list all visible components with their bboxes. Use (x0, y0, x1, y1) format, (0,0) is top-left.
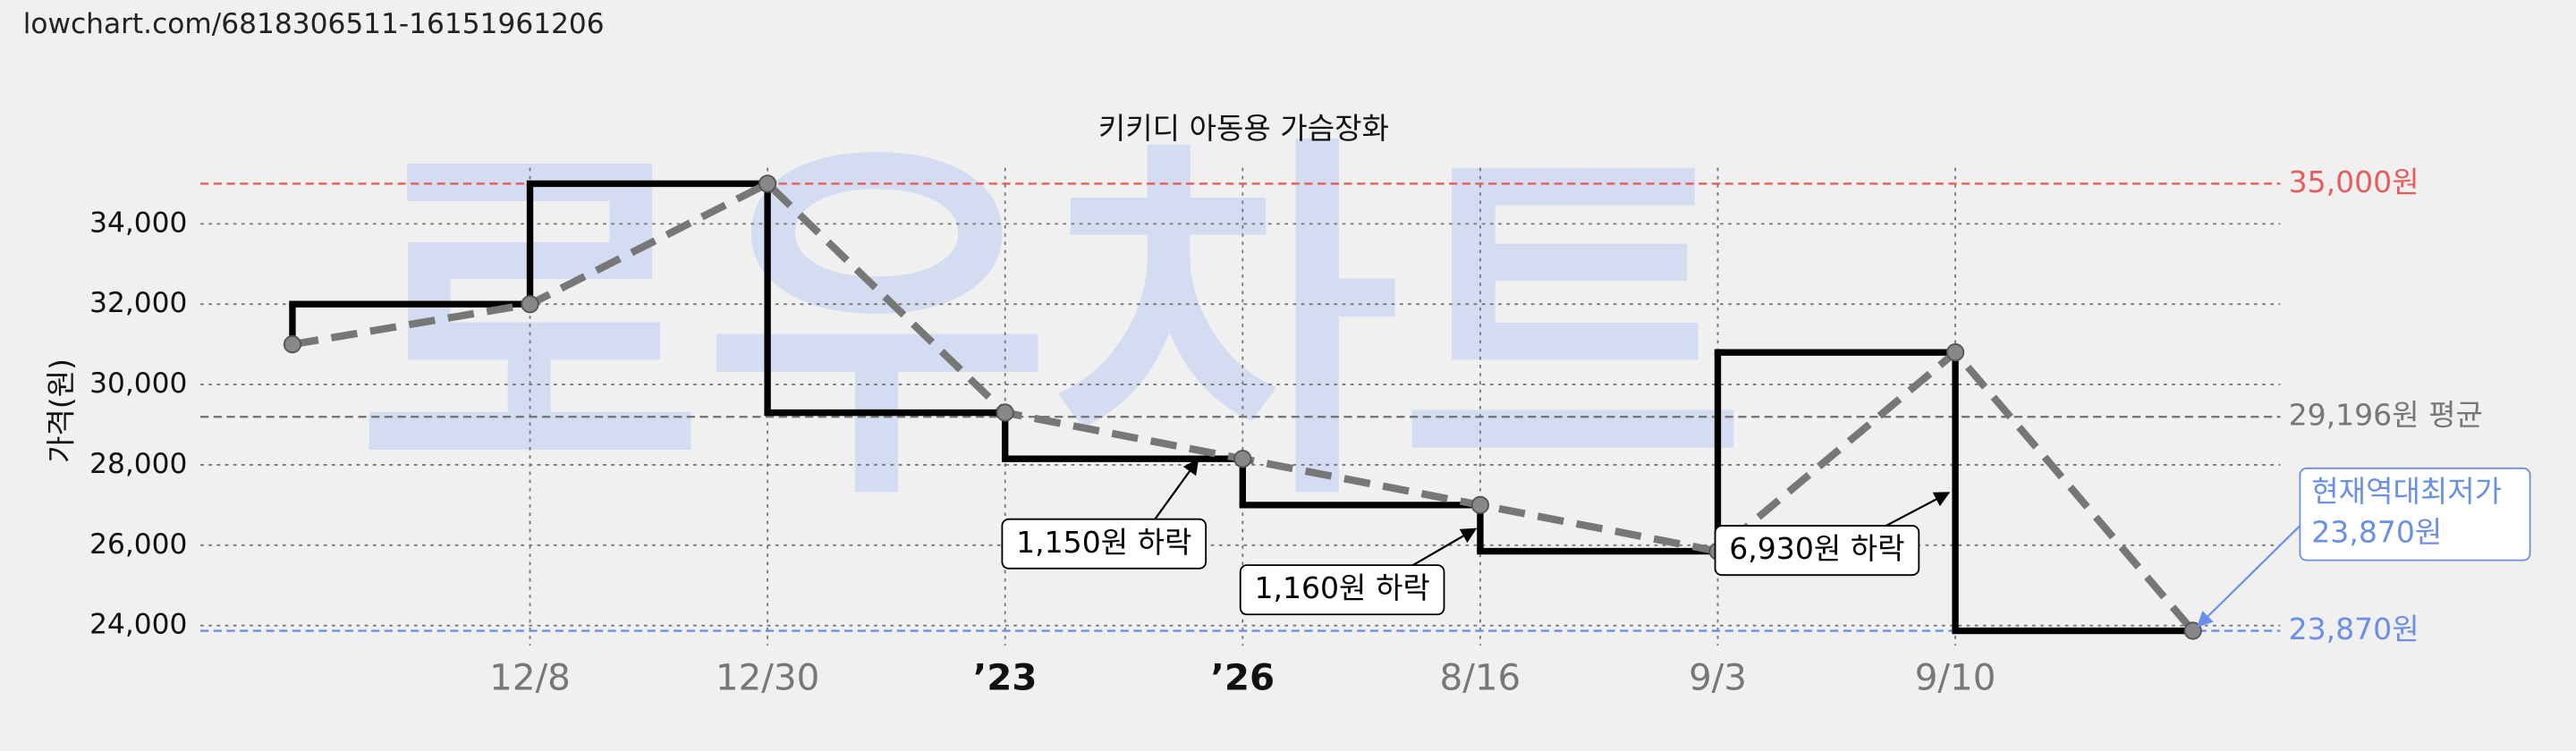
y-axis-label: 가격(원) (43, 359, 78, 463)
x-tick-label: ’26 (1211, 656, 1275, 699)
watermark: 로우차트 (356, 106, 1747, 546)
point (521, 295, 539, 314)
y-tick-label: 32,000 (89, 287, 187, 319)
annotation-box (2299, 467, 2531, 561)
y-tick-label: 24,000 (89, 609, 187, 641)
x-tick-label: 9/10 (1915, 656, 1996, 699)
annotation-text: 1,160원 하락 (1254, 570, 1429, 605)
reference-label: 23,870원 (2289, 612, 2419, 646)
point (1470, 495, 1489, 514)
point (758, 174, 777, 193)
annotation-text: 현재역대최저가 (2311, 474, 2502, 509)
annotation-box (1714, 525, 1920, 577)
annotation-arrow (1154, 458, 1199, 520)
point (1945, 343, 1965, 362)
y-tick-label: 26,000 (89, 528, 187, 561)
y-tick-label: 34,000 (89, 207, 187, 239)
reference-label: 29,196원 평균 (2289, 398, 2483, 433)
annotation-text: 1,150원 하락 (1016, 525, 1191, 560)
x-tick-label: 12/30 (716, 656, 819, 699)
annotation-arrow (2196, 525, 2301, 628)
annotation-arrow (1885, 492, 1951, 527)
x-tick-label: 9/3 (1689, 656, 1747, 699)
annotation-box (1239, 564, 1445, 616)
chart-title: 키키디 아동용 가슴장화 (1098, 111, 1389, 146)
y-tick-label: 28,000 (89, 448, 187, 480)
x-tick-label: 8/16 (1440, 656, 1521, 699)
y-tick-label: 30,000 (89, 367, 187, 400)
annotation-subtext: 23,870원 (2311, 515, 2442, 550)
annotation-box (1001, 518, 1208, 570)
annotation-arrow (1412, 527, 1478, 567)
reference-label: 35,000원 (2289, 165, 2419, 199)
point (283, 335, 302, 354)
annotation-text: 6,930원 하락 (1729, 531, 1904, 566)
x-tick-label: 12/8 (489, 656, 571, 699)
point (996, 403, 1014, 422)
url: lowchart.com/6818306511-16151961206 (23, 8, 605, 40)
point (1233, 450, 1252, 468)
x-tick-label: ’23 (973, 656, 1038, 699)
